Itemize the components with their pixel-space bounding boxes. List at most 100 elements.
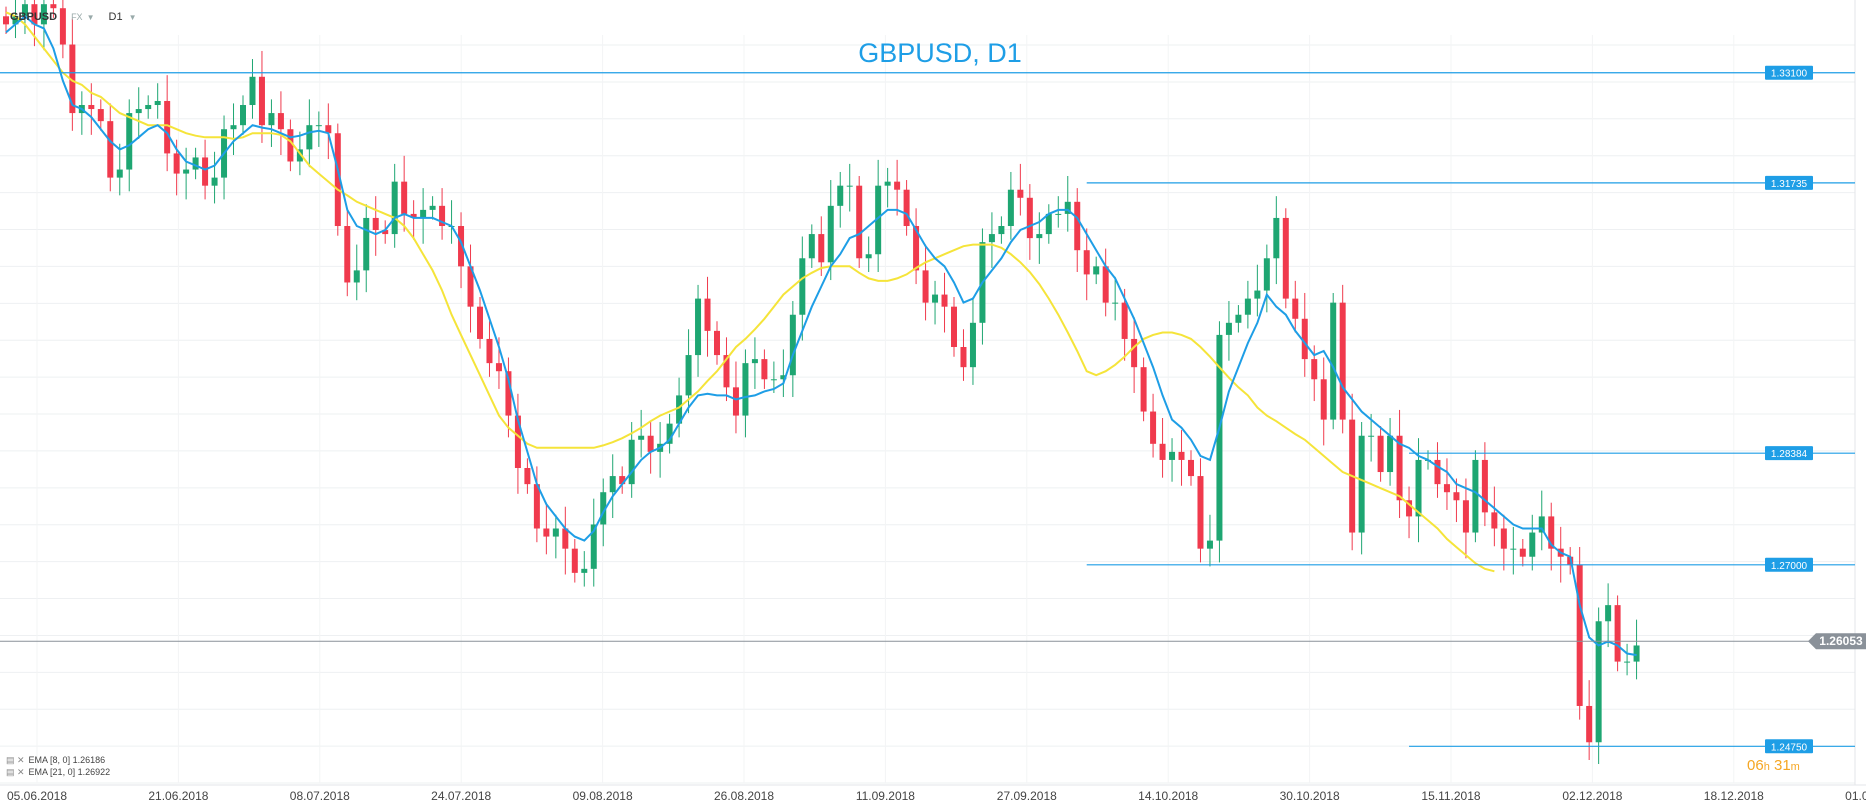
legend-ema-fast[interactable]: ▤ ✕ EMA [8, 0] 1.26186 <box>6 754 110 766</box>
candle-body <box>467 266 474 307</box>
candle-body <box>1121 302 1128 339</box>
candle-body <box>761 359 768 380</box>
candle-body <box>1197 476 1204 549</box>
candle-body <box>789 314 796 376</box>
candle-body <box>884 181 891 186</box>
candle-body <box>21 4 28 17</box>
candle-body <box>1396 435 1403 501</box>
candle-body <box>1178 451 1185 460</box>
candle-body <box>751 359 758 364</box>
candle-body <box>458 226 465 267</box>
candle-body <box>1225 322 1232 335</box>
candle-body <box>1462 500 1469 533</box>
candle-body <box>12 16 19 25</box>
candle-body <box>543 528 550 537</box>
ema-fast-line <box>5 14 1637 657</box>
x-tick-label: 11.09.2018 <box>856 789 915 803</box>
candle-body <box>609 476 616 493</box>
candle-body <box>1263 258 1270 291</box>
legend-ema-slow[interactable]: ▤ ✕ EMA [21, 0] 1.26922 <box>6 766 110 778</box>
candle-body <box>619 476 626 485</box>
candle-body <box>315 125 322 127</box>
candle-body <box>145 105 152 110</box>
candle-body <box>1548 516 1555 549</box>
candle-body <box>704 298 711 331</box>
candle-body <box>477 306 483 339</box>
symbol-selector[interactable]: GBPUSD <box>10 11 58 23</box>
chevron-down-icon[interactable]: ▼ <box>128 12 137 22</box>
candle-body <box>69 44 76 114</box>
candle-body <box>334 133 341 227</box>
candle-body <box>1112 302 1119 304</box>
x-tick-label: 05.06.2018 <box>7 789 67 803</box>
candle-body <box>685 355 692 396</box>
candle-body <box>1519 548 1526 557</box>
candle-body <box>1330 302 1337 420</box>
timer-m-unit: m <box>1790 761 1800 773</box>
candle-body <box>837 185 844 206</box>
settings-close-icon[interactable]: ▤ ✕ <box>6 755 25 765</box>
candle-body <box>1434 459 1441 485</box>
chart-title: GBPUSD, D1 <box>858 38 1022 68</box>
candle-body <box>894 181 901 190</box>
timer-h-unit: h <box>1763 761 1770 773</box>
current-price-badge <box>1808 633 1866 650</box>
candle-body <box>107 121 114 178</box>
candle-body <box>600 492 607 525</box>
candle-body <box>1273 217 1280 259</box>
candle-body <box>1387 435 1394 473</box>
candle-body <box>1443 484 1450 493</box>
candle-body <box>1074 201 1081 251</box>
level-label-bg <box>1765 175 1813 190</box>
candle-body <box>1292 298 1299 319</box>
candle-body <box>1586 705 1593 743</box>
candle-body <box>296 149 303 162</box>
candle-body <box>1206 540 1213 549</box>
x-tick-label: 27.09.2018 <box>997 789 1057 803</box>
x-tick-label: 09.08.2018 <box>573 789 633 803</box>
level-label: 1.27000 <box>1771 561 1808 572</box>
candle-body <box>268 113 275 126</box>
level-label: 1.24750 <box>1771 742 1808 753</box>
level-label: 1.28384 <box>1771 449 1808 460</box>
candle-body <box>998 226 1005 235</box>
chart-toolbar: GBPUSD FX ▼ D1 ▼ <box>10 8 150 26</box>
candle-body <box>429 205 436 210</box>
candle-body <box>1055 213 1062 215</box>
candle-body <box>571 548 578 573</box>
level-label-bg <box>1765 557 1813 572</box>
timer-hours: 06 <box>1747 757 1764 774</box>
candle-body <box>932 294 939 303</box>
candle-body <box>382 230 389 235</box>
x-tick-label: 24.07.2018 <box>431 789 491 803</box>
candle-body <box>1216 334 1223 541</box>
candle-body <box>1320 379 1327 420</box>
candle-body <box>154 100 161 106</box>
market-label: FX <box>71 12 83 22</box>
candle-body <box>1472 459 1479 533</box>
level-label-bg <box>1765 739 1813 754</box>
timeframe-selector[interactable]: D1 <box>108 11 123 23</box>
candle-body <box>1311 359 1318 380</box>
x-tick-label: 18.12.2018 <box>1704 789 1764 803</box>
candle-body <box>1007 189 1014 227</box>
candle-body <box>628 439 635 485</box>
candle-body <box>1339 302 1346 420</box>
candle-body <box>1624 661 1631 663</box>
candle-body <box>486 338 493 364</box>
current-price-label: 1.26053 <box>1819 634 1863 648</box>
candle-body <box>960 347 967 368</box>
candle-body <box>1017 189 1024 198</box>
candle-body <box>1131 338 1138 368</box>
candle-body <box>135 109 142 114</box>
candle-body <box>1377 435 1384 473</box>
candle-body <box>827 205 834 263</box>
candle-body <box>514 415 521 469</box>
timer-minutes: 31 <box>1773 757 1791 774</box>
candle-body <box>97 109 104 122</box>
settings-close-icon[interactable]: ▤ ✕ <box>6 767 25 777</box>
chevron-down-icon[interactable]: ▼ <box>86 12 95 22</box>
candle-body <box>1406 500 1413 517</box>
candle-body <box>732 387 739 416</box>
